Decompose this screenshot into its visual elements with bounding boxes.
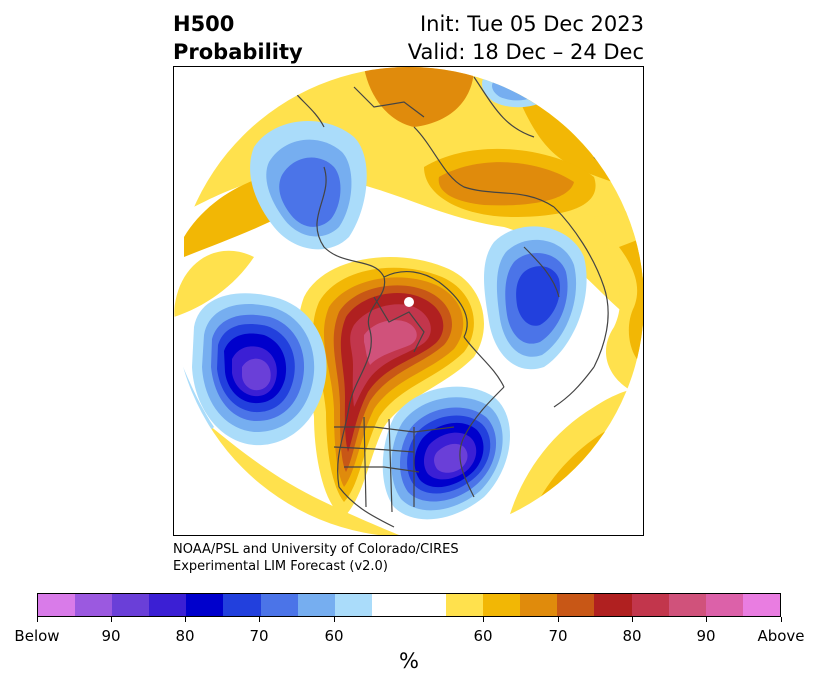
colorbar-segment xyxy=(371,594,447,616)
valid-dates: Valid: 18 Dec – 24 Dec xyxy=(407,40,644,64)
init-date: Init: Tue 05 Dec 2023 xyxy=(419,12,644,36)
colorbar-segment xyxy=(520,594,558,616)
colorbar-segment xyxy=(668,594,706,616)
colorbar-segment xyxy=(297,594,335,616)
colorbar-tick-label: 70 xyxy=(548,627,568,645)
colorbar-tick-label: 90 xyxy=(696,627,716,645)
colorbar-tick-mark xyxy=(333,617,335,622)
colorbar-tick-label: Above xyxy=(757,627,805,645)
title-line-2: Probability xyxy=(173,40,303,64)
colorbar-segment xyxy=(557,594,595,616)
colorbar-tick-mark xyxy=(110,617,112,622)
probability-field xyxy=(174,67,643,535)
colorbar-segment xyxy=(38,594,76,616)
colorbar xyxy=(37,593,781,617)
colorbar-segment xyxy=(260,594,298,616)
colorbar-tick-label: 70 xyxy=(249,627,269,645)
title-line-1: H500 xyxy=(173,12,235,36)
colorbar-tick-mark xyxy=(631,617,633,622)
colorbar-segment xyxy=(112,594,150,616)
colorbar-tick-mark xyxy=(184,617,186,622)
colorbar-segment xyxy=(186,594,224,616)
colorbar-segment xyxy=(594,594,632,616)
colorbar-tick-mark xyxy=(482,617,484,622)
colorbar-segment xyxy=(223,594,261,616)
colorbar-tick-mark xyxy=(557,617,559,622)
credit-line-1: NOAA/PSL and University of Colorado/CIRE… xyxy=(173,542,459,557)
colorbar-segment xyxy=(75,594,113,616)
probability-map xyxy=(173,66,644,536)
colorbar-segment xyxy=(742,594,780,616)
forecast-dates: Init: Tue 05 Dec 2023 Valid: 18 Dec – 24… xyxy=(408,10,644,66)
colorbar-tick-label: Below xyxy=(14,627,60,645)
colorbar-tick-mark xyxy=(780,617,782,622)
colorbar-segment xyxy=(149,594,187,616)
colorbar-tick-label: 60 xyxy=(324,627,344,645)
colorbar-tick-label: 90 xyxy=(101,627,121,645)
map-title: H500 Probability xyxy=(173,10,303,66)
colorbar-segment xyxy=(334,594,372,616)
colorbar-tick-mark xyxy=(36,617,38,622)
credit-text: NOAA/PSL and University of Colorado/CIRE… xyxy=(173,541,459,575)
colorbar-tick-label: 60 xyxy=(473,627,493,645)
polar-map-svg xyxy=(174,67,643,535)
colorbar-tick-mark xyxy=(258,617,260,622)
colorbar-tick-mark xyxy=(705,617,707,622)
colorbar-segment xyxy=(446,594,484,616)
colorbar-segment xyxy=(483,594,521,616)
colorbar-segment xyxy=(705,594,743,616)
colorbar-tick-label: 80 xyxy=(175,627,195,645)
credit-line-2: Experimental LIM Forecast (v2.0) xyxy=(173,559,388,574)
colorbar-tick-label: 80 xyxy=(622,627,642,645)
colorbar-segment xyxy=(631,594,669,616)
colorbar-units: % xyxy=(399,649,419,673)
